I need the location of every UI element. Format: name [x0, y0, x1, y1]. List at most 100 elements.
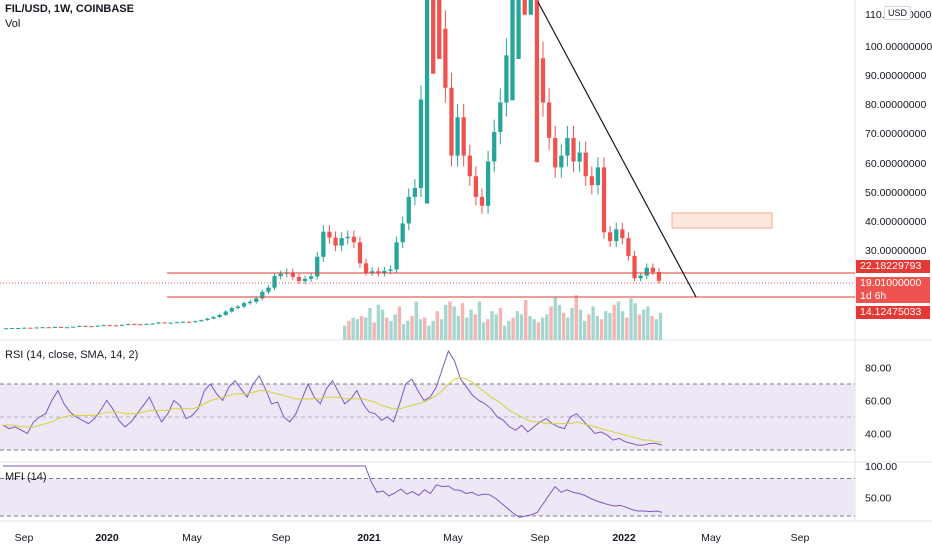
candle-body [382, 270, 387, 274]
candle-body [3, 328, 9, 330]
volume-bar [380, 309, 385, 340]
candle-body [522, 0, 527, 15]
volume-bar [481, 322, 486, 340]
candle-body [516, 0, 521, 59]
currency-button[interactable]: USD [884, 6, 912, 20]
candle-body [254, 298, 259, 302]
mfi-legend: MFI (14) [5, 471, 47, 483]
volume-bar [503, 325, 507, 340]
candle-body [534, 0, 540, 163]
countdown-label: 1d 6h [856, 290, 930, 303]
volume-bar [595, 316, 599, 340]
candle-body [46, 327, 51, 329]
candle-body [431, 0, 436, 74]
candle-body [16, 328, 21, 329]
volume-bar [347, 320, 351, 340]
candle-body [449, 87, 454, 156]
candle-body [302, 278, 308, 282]
candle-body [577, 152, 582, 162]
candle-body [485, 161, 491, 206]
candle-body [113, 325, 119, 327]
time-tick-label: Sep [15, 532, 34, 544]
price-tick-label: 50.00000000 [865, 187, 926, 199]
candle-body [150, 323, 155, 325]
volume-bar [646, 306, 650, 340]
candle-body [351, 236, 356, 243]
volume-bar [519, 314, 524, 340]
volume-bar [578, 309, 583, 340]
volume-bar [608, 312, 612, 340]
candle-body [400, 223, 405, 243]
volume-bar [406, 320, 410, 340]
time-tick-label: 2020 [95, 532, 119, 544]
price-tick-label: 80.00000000 [865, 99, 926, 111]
candle-body [241, 303, 247, 307]
candle-body [52, 326, 58, 328]
volume-bar [591, 306, 595, 340]
candle-body [28, 327, 33, 329]
volume-bar [507, 320, 511, 340]
candle-body [58, 326, 64, 328]
volume-bar [528, 316, 532, 340]
time-tick-label: 2022 [612, 532, 636, 544]
candle-body [559, 155, 564, 168]
volume-bar [515, 311, 519, 340]
mfi-tick-label: 50.00 [865, 492, 891, 504]
candle-body [217, 314, 222, 317]
volume-legend: Vol [5, 18, 21, 30]
time-tick-label: May [443, 532, 464, 544]
volume-bar [490, 311, 494, 340]
volume-bar [439, 319, 444, 340]
candle-body [632, 255, 637, 279]
time-tick-label: May [182, 532, 203, 544]
candle-body [22, 327, 27, 329]
candle-body [193, 321, 198, 323]
candle-body [64, 327, 70, 329]
volume-bar [393, 314, 397, 340]
candle-body [461, 117, 466, 156]
rsi-legend: RSI (14, close, SMA, 14, 2) [5, 349, 139, 361]
rsi-tick-label: 60.00 [865, 396, 891, 408]
candle-body [10, 328, 15, 329]
candle-body [156, 322, 161, 324]
volume-bar [532, 319, 536, 340]
volume-bar [540, 317, 545, 340]
candle-body [504, 55, 509, 103]
price-tick-label: 40.00000000 [865, 216, 926, 228]
candle-body [388, 269, 393, 271]
volume-bar [561, 312, 566, 340]
volume-bar [435, 311, 439, 340]
volume-bar [431, 320, 435, 340]
candle-body [119, 324, 125, 326]
candle-body [186, 321, 192, 323]
candle-body [333, 237, 338, 246]
candle-body [266, 287, 271, 292]
candle-body [412, 188, 418, 197]
volume-bar [536, 322, 541, 340]
volume-bar [637, 314, 642, 340]
volume-bar [343, 325, 347, 340]
volume-bar [364, 317, 368, 340]
candle-body [174, 322, 180, 324]
volume-bar [355, 319, 359, 340]
volume-bar [376, 304, 381, 340]
candle-body [406, 196, 411, 224]
volume-bar [612, 304, 616, 340]
volume-bar [473, 314, 477, 340]
price-tick-label: 100.00000000 [865, 41, 932, 53]
rsi-sma-line [3, 376, 662, 443]
candle-body [83, 325, 88, 327]
last-price-label: 19.01000000 [856, 277, 930, 290]
volume-bar [359, 316, 364, 340]
candle-body [107, 325, 112, 327]
price-tick-label: 30.00000000 [865, 245, 926, 257]
candle-body [40, 327, 45, 329]
candle-body [363, 263, 369, 273]
volume-bar [444, 304, 448, 340]
candle-body [339, 238, 344, 246]
volume-bar [385, 317, 389, 340]
volume-bar [583, 320, 587, 340]
candle-body [138, 324, 143, 326]
time-tick-label: Sep [791, 532, 810, 544]
